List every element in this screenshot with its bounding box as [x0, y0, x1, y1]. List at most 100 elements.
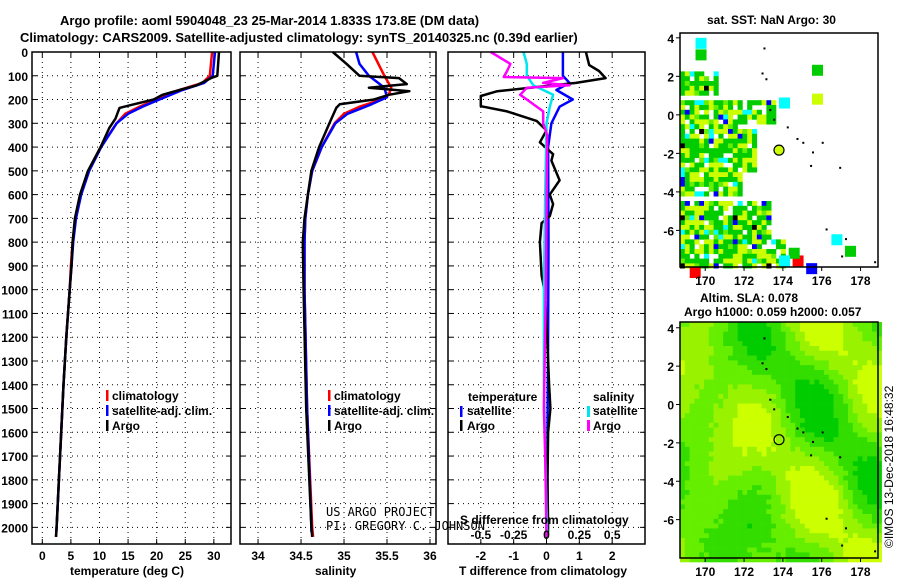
map-cell [838, 552, 844, 558]
map-cell [862, 485, 868, 491]
map-cell [819, 389, 825, 395]
map-cell [694, 153, 700, 159]
map-cell [756, 370, 762, 376]
map-cell [747, 341, 753, 347]
map-cell [747, 427, 753, 433]
credit-pi: PI: GREGORY C. JOHNSON [326, 519, 485, 533]
map-cell [776, 413, 782, 419]
map-cell [713, 394, 719, 400]
map-cell [766, 350, 772, 356]
map-cell [718, 446, 724, 452]
map-cell [718, 244, 724, 250]
map-cell [780, 350, 786, 356]
map-cell [776, 538, 782, 544]
map-cell [756, 365, 762, 371]
map-cell [713, 365, 719, 371]
map-cell [737, 181, 743, 187]
map-cell [699, 514, 705, 520]
map-cell [862, 331, 868, 337]
map-cell [857, 384, 863, 390]
map-cell [833, 557, 839, 563]
map-cell [838, 389, 844, 395]
map-cell [708, 326, 714, 332]
map-cell [790, 398, 796, 404]
map-cell [867, 408, 873, 414]
map-cell [728, 533, 734, 539]
map-cell [790, 518, 796, 524]
legend-label-satellite: satellite-adj. clim. [334, 404, 434, 418]
map-cell [737, 490, 743, 496]
map-cell [718, 485, 724, 491]
map-cell [804, 379, 810, 385]
map-cell [833, 533, 839, 539]
map-cell [689, 263, 695, 269]
map-cell [689, 504, 695, 510]
map-cell [785, 509, 791, 515]
map-cell [713, 215, 719, 221]
map-cell [828, 442, 834, 448]
map-cell [737, 341, 743, 347]
map-cell [723, 181, 729, 187]
map-cell [718, 470, 724, 476]
map-cell [684, 370, 690, 376]
map-cell [684, 322, 690, 328]
map-cell [809, 480, 815, 486]
map-cell [809, 528, 815, 534]
map-cell [694, 422, 700, 428]
map-cell [828, 494, 834, 500]
map-cell [680, 263, 686, 269]
map-cell [771, 365, 777, 371]
map-cell [742, 518, 748, 524]
map-cell [742, 394, 748, 400]
map-cell [694, 499, 700, 505]
map-cell [713, 210, 719, 216]
map-cell [704, 514, 710, 520]
map-cell [747, 365, 753, 371]
map-cell [819, 480, 825, 486]
map-cell [766, 205, 772, 211]
map-cell [752, 234, 758, 240]
map-cell [824, 398, 830, 404]
map-cell [771, 456, 777, 462]
map-cell [718, 466, 724, 472]
map-cell [867, 365, 873, 371]
map-cell [723, 538, 729, 544]
map-cell [689, 461, 695, 467]
map-cell [785, 504, 791, 510]
map-cell [800, 403, 806, 409]
map-cell [737, 172, 743, 178]
map-cell [809, 432, 815, 438]
map-cell [713, 360, 719, 366]
map-cell [809, 403, 815, 409]
map-cell [843, 475, 849, 481]
map-cell [689, 186, 695, 192]
map-cell [824, 427, 830, 433]
map-cell [718, 509, 724, 515]
map-cell [737, 215, 743, 221]
map-cell [824, 523, 830, 529]
map-cell [752, 470, 758, 476]
map-cell [684, 346, 690, 352]
map-cell [795, 418, 801, 424]
map-cell [694, 336, 700, 342]
map-cell [689, 267, 701, 278]
map-cell [728, 456, 734, 462]
map-cell [761, 341, 767, 347]
map-cell [680, 201, 686, 207]
map-cell [838, 475, 844, 481]
map-cell [804, 326, 810, 332]
map-cell [838, 442, 844, 448]
map-cell [819, 456, 825, 462]
map-cell [780, 466, 786, 472]
map-cell [737, 143, 743, 149]
map-cell [785, 418, 791, 424]
map-cell [843, 336, 849, 342]
depth-tick-label: 400 [8, 141, 28, 155]
map-cell [876, 514, 882, 520]
depth-tick-label: 1400 [1, 379, 28, 393]
map-cell [795, 394, 801, 400]
map-cell [857, 432, 863, 438]
map-cell [804, 490, 810, 496]
map-cell [804, 437, 810, 443]
map-cell [699, 408, 705, 414]
